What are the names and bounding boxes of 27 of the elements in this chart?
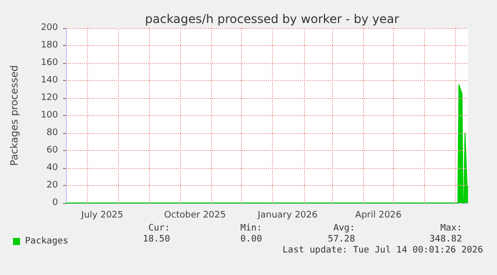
text: Max: <box>440 224 462 234</box>
y-tick-label: 0 <box>52 198 58 208</box>
x-tick-label: April 2026 <box>355 210 402 220</box>
text: 0.00 <box>240 234 262 244</box>
text: Avg: <box>333 224 355 234</box>
x-tick-label: July 2025 <box>80 210 124 220</box>
y-tick-label: 200 <box>40 23 58 33</box>
text: Min: <box>240 224 262 234</box>
text: Cur: <box>148 224 170 234</box>
y-tick-label: 60 <box>46 146 58 156</box>
y-tick-label: 180 <box>40 40 58 50</box>
y-axis-title: Packages processed <box>10 65 20 166</box>
y-tick-label: 100 <box>40 110 58 120</box>
chart-title: packages/h processed by worker - by year <box>145 12 400 26</box>
y-tick-label: 40 <box>46 163 58 173</box>
y-tick-label: 20 <box>46 180 58 190</box>
x-tick-label: October 2025 <box>164 210 226 220</box>
x-tick-label: January 2026 <box>256 210 318 220</box>
y-tick-label: 120 <box>40 93 58 103</box>
y-tick-label: 140 <box>40 76 58 86</box>
text: 348.82 <box>429 234 462 244</box>
legend-label: Packages <box>25 236 68 246</box>
text: 57.28 <box>328 234 355 244</box>
text: Last update: Tue Jul 14 00:01:26 2026 <box>282 246 483 256</box>
y-tick-label: 160 <box>40 58 58 68</box>
text: 18.50 <box>142 234 170 244</box>
y-tick-label: 80 <box>46 128 58 138</box>
